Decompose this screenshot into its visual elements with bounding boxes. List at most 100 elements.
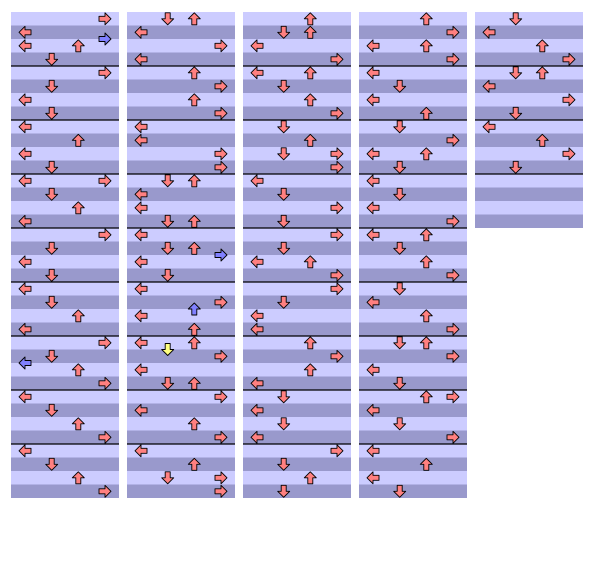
- beat-stripe: [127, 214, 235, 228]
- beat-stripe: [359, 120, 467, 134]
- left-arrow-icon: [250, 66, 264, 80]
- beat-stripe: [127, 241, 235, 255]
- down-arrow-icon: [45, 241, 59, 255]
- beat-stripe: [11, 349, 119, 363]
- up-arrow-icon: [419, 457, 433, 471]
- beat-stripe: [127, 66, 235, 80]
- down-arrow-icon: [161, 241, 175, 255]
- beat-stripe: [359, 106, 467, 120]
- down-arrow-icon: [393, 336, 407, 350]
- up-arrow-icon: [187, 174, 201, 188]
- beat-stripe: [359, 376, 467, 390]
- right-arrow-icon: [214, 349, 228, 363]
- beat-stripe: [475, 160, 583, 174]
- beat-stripe: [11, 390, 119, 404]
- up-arrow-icon: [303, 471, 317, 485]
- down-arrow-icon: [277, 147, 291, 161]
- beat-stripe: [243, 376, 351, 390]
- left-arrow-icon: [134, 201, 148, 215]
- down-arrow-icon: [161, 12, 175, 26]
- beat-stripe: [359, 214, 467, 228]
- beat-stripe: [359, 174, 467, 188]
- right-arrow-icon: [446, 268, 460, 282]
- beat-stripe: [359, 295, 467, 309]
- right-arrow-icon: [330, 444, 344, 458]
- down-arrow-icon: [161, 343, 175, 356]
- left-arrow-icon: [250, 309, 264, 323]
- beat-stripe: [11, 120, 119, 134]
- beat-stripe: [11, 228, 119, 242]
- beat-stripe: [243, 79, 351, 93]
- beat-stripe: [127, 349, 235, 363]
- down-arrow-icon: [393, 160, 407, 174]
- left-arrow-icon: [134, 25, 148, 39]
- right-arrow-icon: [98, 228, 112, 242]
- right-arrow-icon: [446, 25, 460, 39]
- beat-stripe: [127, 322, 235, 336]
- down-arrow-icon: [277, 25, 291, 39]
- down-arrow-icon: [509, 160, 523, 174]
- down-arrow-icon: [45, 457, 59, 471]
- beat-stripe: [127, 160, 235, 174]
- up-arrow-icon: [71, 309, 85, 323]
- down-arrow-icon: [161, 376, 175, 390]
- beat-stripe: [359, 187, 467, 201]
- up-arrow-icon: [187, 66, 201, 80]
- down-arrow-icon: [161, 268, 175, 282]
- beat-stripe: [11, 403, 119, 417]
- beat-stripe: [127, 174, 235, 188]
- beat-stripe: [243, 187, 351, 201]
- up-arrow-icon: [71, 201, 85, 215]
- left-arrow-icon: [250, 39, 264, 53]
- left-arrow-icon: [134, 133, 148, 147]
- beat-stripe: [11, 12, 119, 26]
- beat-stripe: [243, 268, 351, 282]
- beat-stripe: [127, 187, 235, 201]
- down-arrow-icon: [393, 484, 407, 498]
- chart-columns: [11, 12, 583, 498]
- beat-stripe: [475, 52, 583, 66]
- right-arrow-icon: [330, 106, 344, 120]
- beat-stripe: [243, 147, 351, 161]
- beat-stripe: [127, 403, 235, 417]
- right-arrow-icon: [214, 79, 228, 93]
- beat-stripe: [11, 160, 119, 174]
- beat-stripe: [243, 66, 351, 80]
- left-arrow-icon: [250, 255, 264, 269]
- right-arrow-icon: [214, 39, 228, 53]
- left-arrow-icon: [250, 174, 264, 188]
- beat-stripe: [127, 93, 235, 107]
- down-arrow-icon: [393, 120, 407, 134]
- beat-stripe: [127, 133, 235, 147]
- beat-stripe: [11, 295, 119, 309]
- down-arrow-icon: [45, 187, 59, 201]
- beat-stripe: [243, 133, 351, 147]
- beat-stripe: [243, 174, 351, 188]
- up-arrow-icon: [187, 214, 201, 228]
- down-arrow-icon: [45, 403, 59, 417]
- right-arrow-icon: [446, 52, 460, 66]
- up-arrow-icon: [419, 39, 433, 53]
- beat-stripe: [243, 322, 351, 336]
- beat-stripe: [359, 471, 467, 485]
- left-arrow-icon: [482, 25, 496, 39]
- left-arrow-icon: [366, 174, 380, 188]
- down-arrow-icon: [45, 79, 59, 93]
- left-arrow-icon: [366, 444, 380, 458]
- up-arrow-icon: [303, 66, 317, 80]
- beat-stripe: [475, 106, 583, 120]
- right-arrow-icon: [446, 214, 460, 228]
- beat-stripe: [243, 309, 351, 323]
- chart-notes: [18, 12, 576, 498]
- beat-stripe: [127, 255, 235, 269]
- left-arrow-icon: [250, 430, 264, 444]
- up-arrow-icon: [71, 417, 85, 431]
- beat-stripe: [127, 363, 235, 377]
- up-arrow-icon: [187, 322, 201, 336]
- up-arrow-icon: [535, 133, 549, 147]
- down-arrow-icon: [277, 214, 291, 228]
- beat-stripe: [127, 120, 235, 134]
- left-arrow-icon: [134, 282, 148, 296]
- beat-stripe: [475, 201, 583, 215]
- beat-stripe: [359, 457, 467, 471]
